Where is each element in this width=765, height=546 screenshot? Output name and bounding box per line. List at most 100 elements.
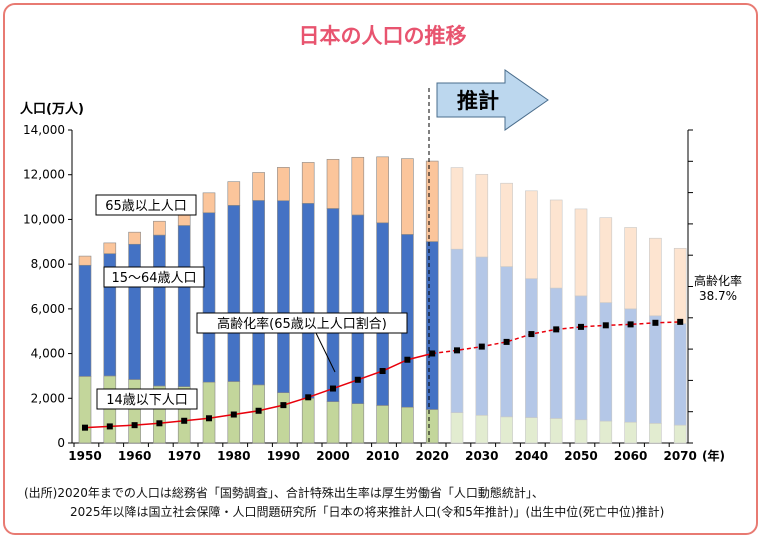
y-tick-label: 8,000 [31, 257, 65, 271]
bar-elderly [599, 217, 613, 303]
ratio-point [354, 376, 361, 383]
bar-working [128, 243, 141, 380]
x-tick-label: 2060 [614, 449, 647, 463]
page-title: 日本の人口の推移 [298, 24, 467, 48]
ratio-point [181, 417, 188, 424]
bar-children [425, 409, 439, 444]
ratio-point [602, 322, 609, 329]
bar-children [500, 416, 513, 444]
bar-elderly [500, 182, 513, 267]
x-axis-title: (年) [702, 448, 725, 463]
bar-working [425, 241, 439, 410]
ratio-point [156, 420, 163, 427]
bar-elderly [153, 220, 166, 236]
x-tick-label: 2040 [515, 449, 548, 463]
bar-children [252, 384, 265, 444]
bar-elderly [351, 156, 365, 216]
bar-working [301, 203, 315, 399]
y-tick-label: 6,000 [31, 302, 65, 316]
ratio-point [106, 423, 113, 430]
bar-elderly [128, 231, 141, 245]
ratio-end-value: 38.7% [699, 289, 737, 303]
source-line-2: 2025年以降は国立社会保障・人口問題研究所「日本の将来推計人口(令和5年推計)… [70, 505, 665, 519]
bar-elderly [450, 167, 464, 250]
x-tick-label: 1960 [118, 449, 151, 463]
ratio-point [677, 318, 684, 325]
bar-elderly [277, 167, 290, 201]
x-tick-label: 1950 [68, 449, 101, 463]
bar-working [227, 205, 241, 382]
y-tick-label: 14,000 [23, 123, 65, 137]
bar-children [78, 376, 92, 444]
bar-working [673, 323, 687, 426]
bar-children [202, 381, 216, 444]
bar-elderly [202, 192, 216, 214]
x-tick-label: 1970 [167, 449, 200, 463]
label-working-box [103, 266, 205, 288]
ratio-point [528, 331, 535, 338]
ratio-point [206, 415, 212, 422]
ratio-point [379, 368, 386, 375]
bar-children [525, 417, 538, 444]
bar-elderly [401, 158, 414, 235]
x-tick-label: 2030 [465, 449, 498, 463]
bar-elderly [549, 199, 563, 289]
bar-elderly [301, 162, 315, 204]
bar-elderly [673, 247, 687, 324]
x-tick-label: 1980 [217, 449, 250, 463]
label-ratio-box [196, 312, 408, 334]
label-children-box [96, 388, 198, 410]
ratio-end-title: 高齢化率 [694, 273, 742, 288]
y-tick-label: 10,000 [23, 212, 65, 226]
bar-children [673, 424, 687, 444]
x-tick-label: 2050 [564, 449, 597, 463]
bar-working [351, 214, 365, 404]
bar-children [326, 401, 340, 444]
ratio-point [280, 402, 287, 409]
bar-elderly [574, 208, 588, 297]
bar-elderly [475, 173, 489, 258]
ratio-point [627, 321, 634, 328]
bar-children [277, 392, 290, 444]
bar-working [326, 208, 340, 402]
bar-elderly [326, 158, 340, 209]
bar-elderly [103, 242, 117, 254]
bar-working [277, 200, 290, 393]
bar-working [574, 295, 588, 421]
bar-working [78, 264, 92, 377]
bar-children [574, 419, 588, 444]
ratio-point [82, 424, 88, 431]
label-elderly-box [95, 194, 197, 216]
x-tick-label: 2010 [366, 449, 399, 463]
y-tick-label: 0 [57, 436, 65, 450]
bar-working [475, 256, 489, 416]
bar-children [376, 405, 389, 444]
bar-elderly [252, 172, 265, 201]
bar-elderly [525, 190, 538, 279]
bar-working [649, 315, 662, 424]
label-working: 15～64歳人口 [111, 271, 196, 286]
bar-working [202, 212, 216, 383]
source-note: (出所)2020年までの人口は総務省「国勢調査」、合計特殊出生率は厚生労働省「人… [24, 484, 754, 522]
bar-elderly [376, 156, 389, 224]
bar-elderly [227, 181, 241, 206]
bar-elderly [78, 255, 92, 266]
bar-elderly [649, 237, 662, 317]
bar-working [177, 225, 191, 387]
bar-working [549, 287, 563, 419]
ratio-point [330, 385, 336, 392]
label-ratio-leader [315, 332, 336, 373]
bar-working [599, 302, 613, 422]
ratio-point [478, 343, 485, 350]
bar-children [649, 423, 662, 444]
ratio-point [305, 394, 312, 401]
ratio-point [255, 407, 262, 414]
bar-working [525, 278, 538, 418]
label-children: 14歳以下人口 [106, 393, 188, 408]
chart-frame [3, 3, 758, 535]
ratio-point [131, 422, 138, 429]
ratio-point [230, 411, 237, 418]
y-tick-label: 12,000 [23, 168, 65, 182]
bar-elderly [624, 227, 637, 310]
bar-working [252, 200, 265, 386]
